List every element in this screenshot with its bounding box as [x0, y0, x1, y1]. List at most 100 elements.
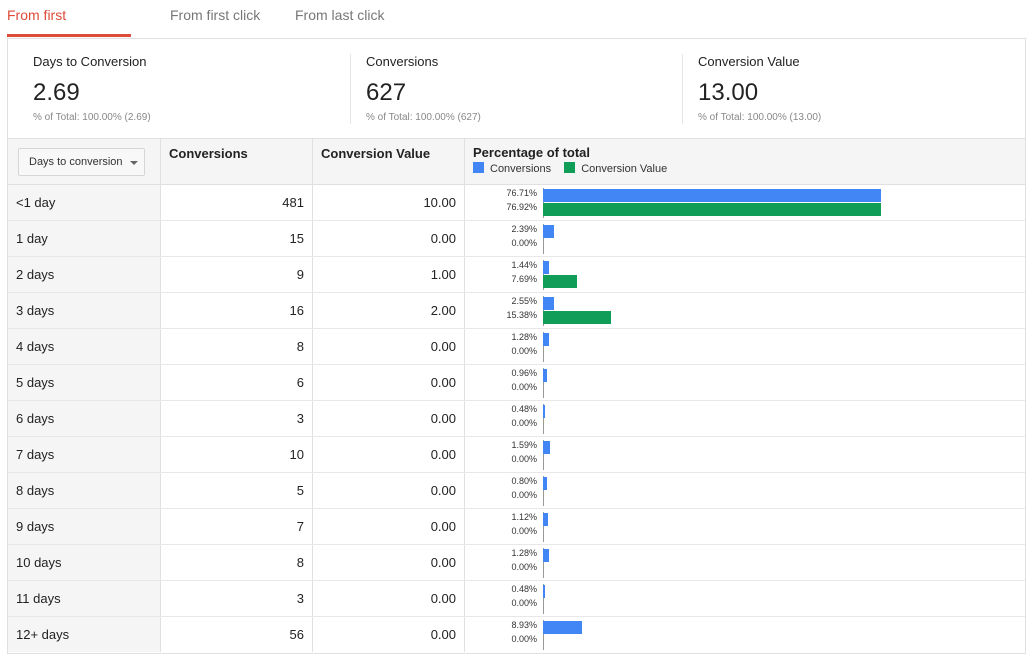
row-conversions: 8	[296, 555, 304, 570]
row-value-cell: 0.00	[312, 509, 464, 544]
table-row: <1 day 481 10.00 76.71% 76.92%	[8, 185, 1025, 221]
row-conversions-cell: 481	[160, 185, 312, 220]
value-percent-label: 0.00%	[511, 490, 537, 500]
row-dimension-cell: 1 day	[8, 221, 160, 256]
conversions-bar	[543, 405, 546, 418]
bar-axis	[543, 620, 544, 650]
row-conversion-value: 0.00	[430, 411, 456, 426]
chart-legend: Conversions Conversion Value	[473, 162, 677, 175]
bar-axis	[543, 404, 544, 434]
conversions-bar	[543, 261, 550, 274]
metric-subtext: % of Total: 100.00% (13.00)	[698, 112, 822, 123]
conversions-percent-label: 8.93%	[511, 620, 537, 630]
header-percentage-of-total: Percentage of total Conversions Conversi…	[464, 139, 1025, 184]
header-conversions[interactable]: Conversions	[160, 139, 312, 184]
conversions-bar	[543, 513, 548, 526]
bar-axis	[543, 548, 544, 578]
conversions-bar	[543, 441, 550, 454]
row-conversions-cell: 3	[160, 581, 312, 616]
legend-swatch	[473, 162, 484, 173]
legend-item-conversion-value: Conversion Value	[564, 162, 668, 175]
table-body: <1 day 481 10.00 76.71% 76.92% 1 day 15 0.00 2.3…	[8, 185, 1025, 653]
row-dimension-cell: 3 days	[8, 293, 160, 328]
row-label: 8 days	[16, 483, 55, 498]
value-percent-label: 76.92%	[506, 202, 537, 212]
value-percent-label: 15.38%	[506, 310, 537, 320]
row-label: <1 day	[16, 195, 56, 210]
dimension-select-label: Days to conversion	[29, 156, 123, 168]
conversion-value-bar	[543, 275, 577, 288]
row-percentage-cell: 0.80% 0.00%	[464, 473, 1025, 508]
conversions-percent-label: 2.39%	[511, 224, 537, 234]
column-header-label: Conversions	[169, 146, 248, 161]
conversions-percent-label: 0.48%	[511, 584, 537, 594]
conversions-percent-label: 1.59%	[511, 440, 537, 450]
tab-from-first-impression[interactable]: From first impression	[7, 0, 131, 53]
row-conversions-cell: 10	[160, 437, 312, 472]
value-percent-label: 0.00%	[511, 238, 537, 248]
row-conversions: 7	[296, 519, 304, 534]
legend-label: Conversion Value	[581, 163, 668, 175]
row-conversion-value: 2.00	[430, 303, 456, 318]
row-conversion-value: 0.00	[430, 555, 456, 570]
bar-axis	[543, 476, 544, 506]
table-row: 4 days 8 0.00 1.28% 0.00%	[8, 329, 1025, 365]
header-conversion-value[interactable]: Conversion Value	[312, 139, 464, 184]
conversions-percent-label: 0.48%	[511, 404, 537, 414]
row-conversions-cell: 8	[160, 329, 312, 364]
conversions-percent-label: 76.71%	[506, 188, 537, 198]
row-value-cell: 0.00	[312, 437, 464, 472]
tab-from-first-click[interactable]: From first click	[170, 0, 260, 38]
bar-axis	[543, 368, 544, 398]
row-percentage-cell: 1.12% 0.00%	[464, 509, 1025, 544]
row-percentage-cell: 8.93% 0.00%	[464, 617, 1025, 652]
row-value-cell: 0.00	[312, 329, 464, 364]
table-row: 3 days 16 2.00 2.55% 15.38%	[8, 293, 1025, 329]
metric-divider	[350, 54, 351, 124]
value-percent-label: 0.00%	[511, 598, 537, 608]
row-conversions: 5	[296, 483, 304, 498]
header-dimension: Days to conversion	[8, 139, 160, 184]
conversions-bar	[543, 621, 583, 634]
row-conversions: 3	[296, 411, 304, 426]
value-percent-label: 0.00%	[511, 382, 537, 392]
legend-item-conversions: Conversions	[473, 162, 551, 175]
bar-axis	[543, 584, 544, 614]
row-conversions: 8	[296, 339, 304, 354]
column-header-label: Conversion Value	[321, 146, 431, 161]
tab-from-last-click[interactable]: From last click	[295, 0, 384, 38]
row-dimension-cell: 9 days	[8, 509, 160, 544]
row-percentage-cell: 1.44% 7.69%	[464, 257, 1025, 292]
table-row: 5 days 6 0.00 0.96% 0.00%	[8, 365, 1025, 401]
metric-value: 627	[366, 79, 407, 106]
row-label: 4 days	[16, 339, 55, 354]
dimension-select[interactable]: Days to conversion	[18, 148, 145, 176]
table-row: 11 days 3 0.00 0.48% 0.00%	[8, 581, 1025, 617]
row-conversion-value: 0.00	[430, 447, 456, 462]
conversions-percent-label: 0.96%	[511, 368, 537, 378]
conversions-percent-label: 2.55%	[511, 296, 537, 306]
row-dimension-cell: <1 day	[8, 185, 160, 220]
row-percentage-cell: 0.48% 0.00%	[464, 581, 1025, 616]
conversion-value-bar	[543, 203, 882, 216]
active-tab-indicator	[7, 34, 131, 37]
row-conversions: 16	[289, 303, 304, 318]
row-value-cell: 0.00	[312, 473, 464, 508]
row-conversion-value: 0.00	[430, 231, 456, 246]
table-row: 9 days 7 0.00 1.12% 0.00%	[8, 509, 1025, 545]
legend-swatch	[564, 162, 576, 173]
row-dimension-cell: 12+ days	[8, 617, 160, 652]
conversions-bar	[543, 297, 555, 310]
bar-axis	[543, 512, 544, 542]
column-header-label: Percentage of total	[473, 145, 591, 160]
row-conversions: 481	[282, 195, 304, 210]
row-dimension-cell: 6 days	[8, 401, 160, 436]
row-conversions-cell: 5	[160, 473, 312, 508]
conversion-value-bar	[543, 311, 611, 324]
conversions-percent-label: 1.28%	[511, 332, 537, 342]
row-label: 6 days	[16, 411, 55, 426]
metric-label: Conversion Value	[698, 54, 800, 69]
row-conversion-value: 0.00	[430, 627, 456, 642]
row-conversion-value: 0.00	[430, 375, 456, 390]
row-label: 5 days	[16, 375, 55, 390]
